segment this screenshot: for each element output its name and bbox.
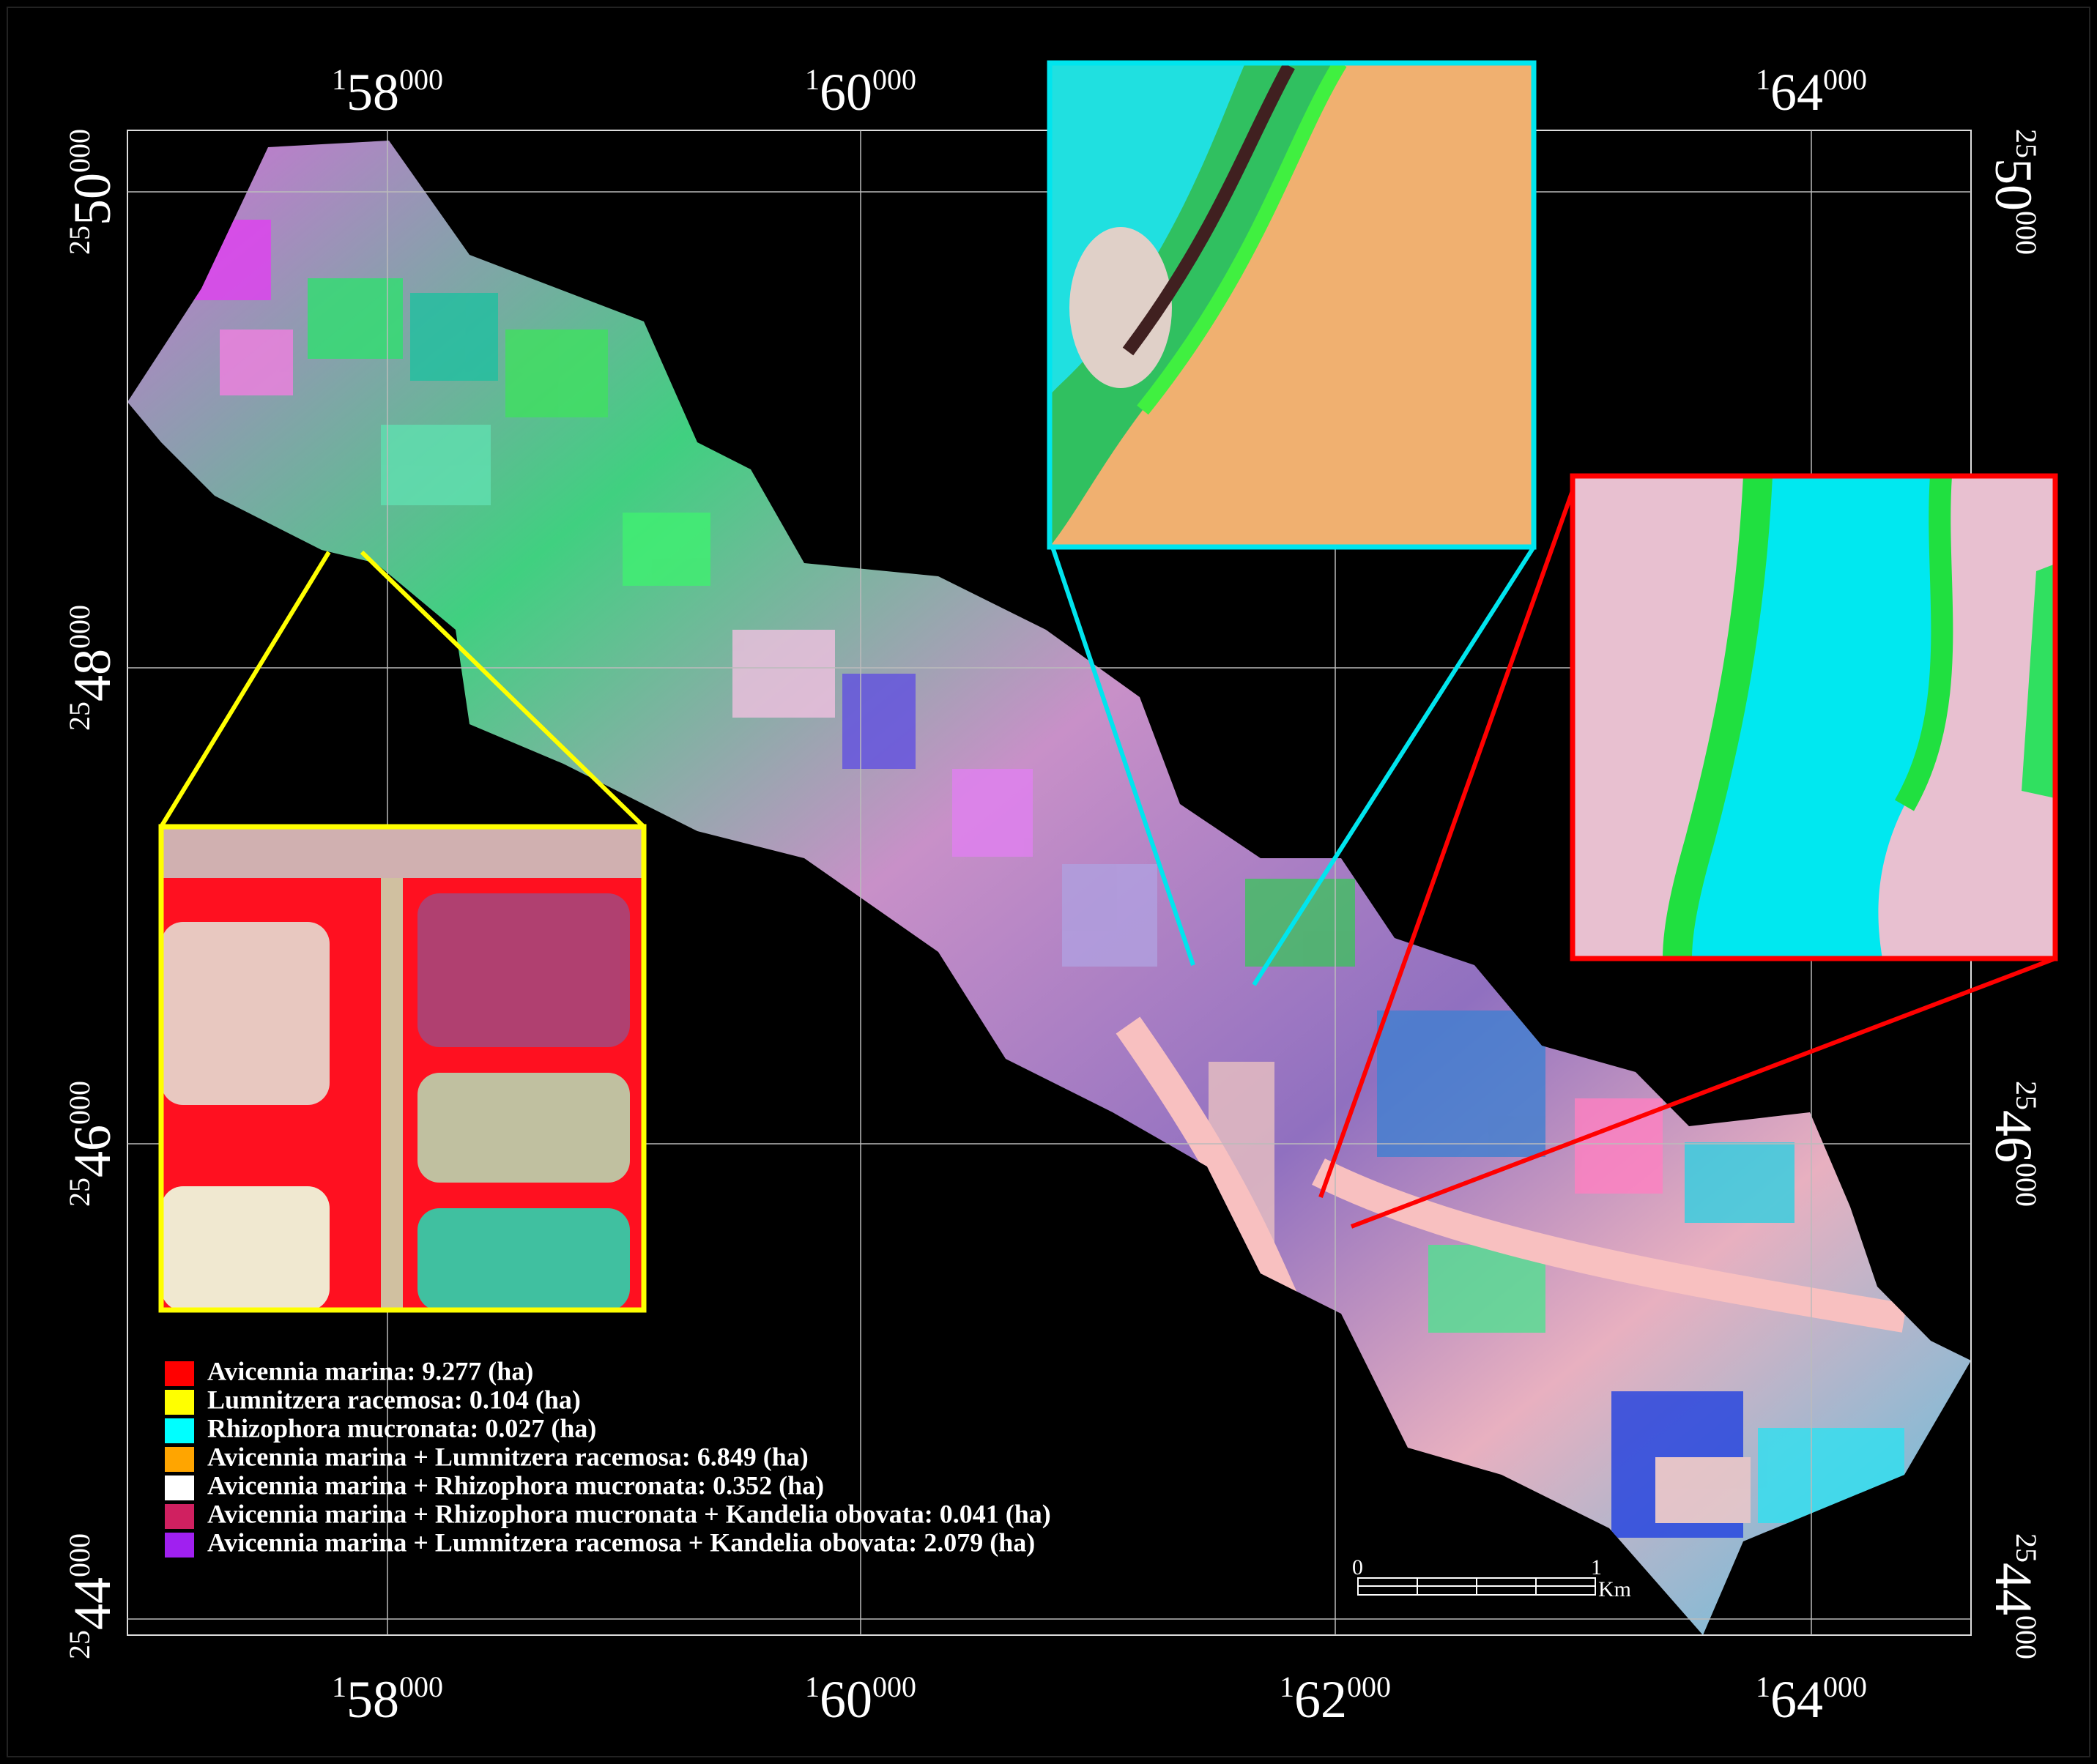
legend-swatch [165,1390,194,1415]
coordinate-main: 60 [820,63,872,122]
coordinate-main: 58 [346,1670,399,1729]
coordinate-label: 2550000 [63,129,122,255]
coordinate-suffix: 000 [399,1670,443,1703]
coordinate-suffix: 000 [1823,1670,1867,1703]
coordinate-prefix: 25 [63,1630,96,1659]
coordinate-label: 164000 [1756,1670,1867,1729]
coordinate-main: 64 [1770,63,1823,122]
legend-swatch [165,1447,194,1472]
coordinate-suffix: 000 [1347,1670,1391,1703]
coordinate-label: 160000 [805,1670,916,1729]
coordinate-main: 48 [63,649,122,701]
coordinate-label: 2550000 [1984,129,2043,255]
coordinate-prefix: 1 [1756,63,1770,96]
outer-border [7,7,2090,1757]
coordinate-main: 58 [346,63,399,122]
coordinate-prefix: 25 [2010,1533,2043,1563]
coordinate-suffix: 000 [2010,1615,2043,1659]
coordinate-main: 46 [63,1125,122,1177]
coordinate-suffix: 000 [2010,1163,2043,1207]
coordinate-suffix: 000 [2010,211,2043,255]
coordinate-prefix: 1 [805,1670,820,1703]
coordinate-prefix: 1 [332,1670,346,1703]
scale-unit: Km [1598,1577,1631,1601]
inset-yellow [161,827,644,1310]
coordinate-label: 160000 [805,63,916,122]
inset-red-frame [1570,473,2058,961]
coordinate-label: 2546000 [63,1081,122,1207]
legend-label: Lumnitzera racemosa: 0.104 (ha) [207,1385,581,1414]
coordinate-suffix: 000 [872,63,916,96]
inset-cyan-frame [1047,60,1537,550]
coordinate-main: 60 [820,1670,872,1729]
coordinate-prefix: 25 [63,1177,96,1207]
coordinate-prefix: 1 [1280,1670,1294,1703]
coordinate-prefix: 1 [332,63,346,96]
legend: Avicennia marina: 9.277 (ha)Lumnitzera r… [165,1356,1051,1558]
coordinate-main: 44 [1984,1563,2043,1615]
coordinate-suffix: 000 [63,1533,96,1577]
legend-label: Avicennia marina + Rhizophora mucronata … [207,1499,1051,1528]
legend-label: Avicennia marina + Rhizophora mucronata:… [207,1470,824,1500]
scale-bar [1357,1577,1596,1596]
inset-yellow-frame [158,824,647,1313]
coordinate-main: 50 [63,173,122,226]
scale-end: 1 [1591,1555,1602,1579]
coordinate-label: 158000 [332,1670,443,1729]
coordinate-main: 44 [63,1577,122,1630]
scale-start: 0 [1352,1555,1363,1579]
coordinate-main: 62 [1294,1670,1347,1729]
legend-label: Avicennia marina + Lumnitzera racemosa: … [207,1442,809,1471]
legend-swatch [165,1475,194,1500]
coordinate-prefix: 1 [805,63,820,96]
coordinate-label: 2544000 [63,1533,122,1659]
coordinate-suffix: 000 [63,1081,96,1125]
coordinate-main: 46 [1984,1110,2043,1163]
legend-swatch [165,1361,194,1386]
legend-swatch [165,1533,194,1558]
coordinate-main: 64 [1770,1670,1823,1729]
coordinate-prefix: 1 [1756,1670,1770,1703]
coordinate-label: 158000 [332,63,443,122]
inset-cyan [1050,63,1534,547]
coordinate-main: 50 [1984,158,2043,211]
coordinate-prefix: 25 [63,226,96,255]
coordinate-prefix: 25 [63,701,96,731]
coordinate-prefix: 25 [2010,1081,2043,1110]
coordinate-label: 2546000 [1984,1081,2043,1207]
inset-connectors [159,481,2057,1229]
coordinate-suffix: 000 [63,129,96,173]
legend-swatch [165,1418,194,1443]
coordinate-label: 164000 [1756,63,1867,122]
legend-swatch [165,1504,194,1529]
coordinate-label: 162000 [1280,1670,1391,1729]
coordinate-suffix: 000 [399,63,443,96]
legend-label: Avicennia marina + Lumnitzera racemosa +… [207,1527,1035,1557]
coordinate-suffix: 000 [63,605,96,649]
coordinate-label: 2544000 [1984,1533,2043,1659]
legend-label: Avicennia marina: 9.277 (ha) [207,1356,533,1385]
coordinate-label: 2548000 [63,605,122,731]
coordinate-suffix: 000 [872,1670,916,1703]
legend-label: Rhizophora mucronata: 0.027 (ha) [207,1413,596,1443]
coordinate-suffix: 000 [1823,63,1867,96]
coordinate-prefix: 25 [2010,129,2043,158]
inset-red [1573,476,2055,959]
